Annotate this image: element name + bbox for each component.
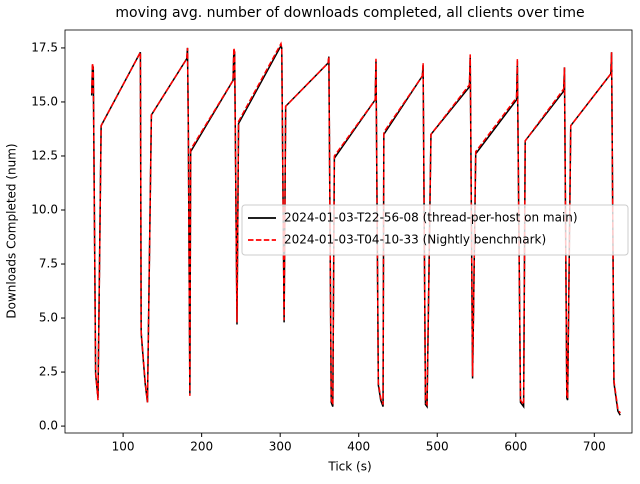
y-axis-label: Downloads Completed (num) <box>5 143 19 318</box>
y-tick-label: 10.0 <box>31 202 58 216</box>
plot-frame <box>64 29 633 434</box>
x-tick-label: 500 <box>426 440 449 454</box>
legend-box <box>241 204 629 256</box>
chart-title: moving avg. number of downloads complete… <box>115 5 584 21</box>
y-tick-label: 17.5 <box>31 40 58 54</box>
x-tick-label: 300 <box>269 440 292 454</box>
y-tick-label: 7.5 <box>39 257 58 271</box>
y-tick-label: 2.5 <box>39 365 58 379</box>
legend-label: 2024-01-03-T22-56-08 (thread-per-host on… <box>284 211 578 225</box>
legend-label: 2024-01-03-T04-10-33 (Nightly benchmark) <box>284 233 546 247</box>
y-tick-label: 12.5 <box>31 148 58 162</box>
y-tick-label: 0.0 <box>39 419 58 433</box>
x-tick-label: 600 <box>504 440 527 454</box>
x-tick-label: 200 <box>190 440 213 454</box>
y-tick-label: 15.0 <box>31 94 58 108</box>
y-tick-label: 5.0 <box>39 311 58 325</box>
x-tick-label: 400 <box>347 440 370 454</box>
x-tick-label: 700 <box>583 440 606 454</box>
series-line <box>90 41 621 414</box>
x-tick-label: 100 <box>112 440 135 454</box>
x-axis-label: Tick (s) <box>327 460 371 474</box>
